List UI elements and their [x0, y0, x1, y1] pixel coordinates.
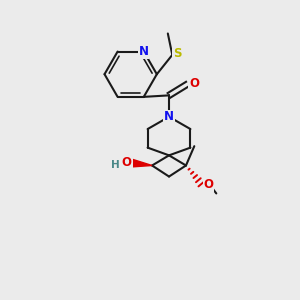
Text: O: O — [204, 178, 214, 191]
Text: N: N — [139, 45, 149, 58]
Text: H: H — [111, 160, 120, 170]
Polygon shape — [131, 159, 152, 167]
Text: O: O — [189, 77, 199, 90]
Text: S: S — [173, 47, 181, 60]
Text: O: O — [122, 156, 132, 169]
Text: N: N — [164, 110, 174, 123]
